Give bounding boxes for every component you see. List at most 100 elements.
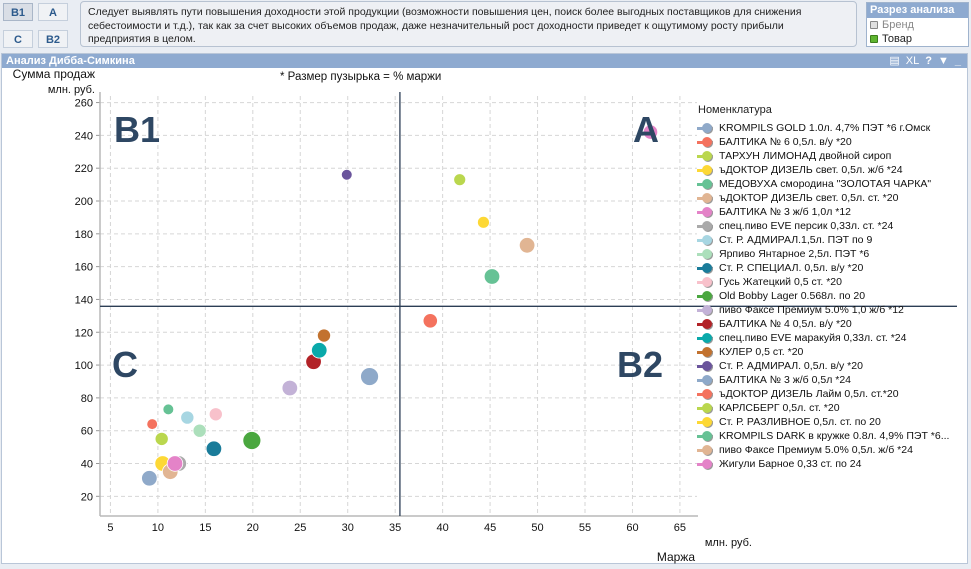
legend-marker-icon	[697, 193, 713, 203]
data-point[interactable]: Ст. Р. АДМИРАЛ. 0,5л. в/у *20	[340, 168, 353, 181]
legend-item[interactable]: БАЛТИКА № 3 ж/б 1,0л *12	[697, 205, 949, 219]
legend-item[interactable]: БАЛТИКА № 3 ж/б 0,5л *24	[697, 373, 949, 387]
export-excel-button[interactable]: XL	[905, 55, 920, 67]
data-point[interactable]: Жигули Барное 0,33 ст. по 24	[166, 455, 184, 472]
legend-item[interactable]: БАЛТИКА № 6 0,5л. в/у *20	[697, 135, 949, 149]
legend-label: Гусь Жатецкий 0,5 ст. *20	[719, 276, 842, 288]
y-tick-label: 80	[81, 393, 93, 405]
data-point[interactable]: Гусь Жатецкий 0,5 ст. *20	[208, 407, 223, 422]
legend-label: БАЛТИКА № 3 ж/б 0,5л *24	[719, 374, 851, 386]
checkbox-icon	[870, 21, 878, 29]
tick-labels: 5 10 15 20 25 30 35 40 45 50 55 60 65 20 40 60 80 100 120 1…	[75, 98, 686, 534]
legend-marker-icon	[697, 459, 713, 469]
legend-marker-icon	[697, 347, 713, 357]
menu-dropdown-icon[interactable]: ▼	[937, 55, 949, 67]
legend-item[interactable]: Жигули Барное 0,33 ст. по 24	[697, 457, 949, 471]
legend: KROMPILS GOLD 1.0л. 4,7% ПЭТ *6 г.Омск БА…	[697, 121, 949, 471]
axes	[96, 92, 698, 517]
legend-item[interactable]: пиво Факсе Премиум 5.0% 1,0 ж/б *12	[697, 303, 949, 317]
legend-item[interactable]: Гусь Жатецкий 0,5 ст. *20	[697, 275, 949, 289]
y-tick-label: 40	[81, 459, 93, 471]
legend-item[interactable]: спец.пиво EVE маракуйя 0,33л. ст. *24	[697, 331, 949, 345]
data-point[interactable]: КУЛЕР 0,5 ст. *20	[316, 328, 331, 343]
data-point[interactable]: пиво Факсе Премиум 5.0% 1,0 ж/б *12	[281, 379, 299, 397]
quadrant-b1-button[interactable]: B1	[3, 3, 33, 21]
quadrant-b2-button[interactable]: B2	[38, 30, 68, 48]
x-tick-label: 15	[199, 522, 211, 534]
legend-item[interactable]: KROMPILS DARK в кружке 0.8л. 4,9% ПЭТ *6…	[697, 429, 949, 443]
data-point[interactable]: ТАРХУН ЛИМОНАД двойной сироп	[453, 173, 467, 187]
legend-label: KROMPILS GOLD 1.0л. 4,7% ПЭТ *6 г.Омск	[719, 122, 931, 134]
legend-item[interactable]: БАЛТИКА № 4 0,5л. в/у *20	[697, 317, 949, 331]
legend-item[interactable]: Ярпиво Янтарное 2,5л. ПЭТ *6	[697, 247, 949, 261]
legend-label: БАЛТИКА № 6 0,5л. в/у *20	[719, 136, 852, 148]
data-point[interactable]: спец.пиво EVE маракуйя 0,33л. ст. *24	[311, 342, 328, 359]
legend-item[interactable]: ъДОКТОР ДИЗЕЛЬ свет. 0,5л. ж/б *24	[697, 163, 949, 177]
data-point[interactable]: ъДОКТОР ДИЗЕЛЬ свет. 0,5л. ж/б *24	[477, 215, 490, 229]
slice-option-brand[interactable]: Бренд	[867, 18, 968, 32]
slice-option-label: Товар	[882, 33, 912, 45]
legend-label: спец.пиво EVE маракуйя 0,33л. ст. *24	[719, 332, 907, 344]
legend-label: Ст. Р. АДМИРАЛ.1,5л. ПЭТ по 9	[719, 234, 873, 246]
legend-marker-icon	[697, 235, 713, 245]
legend-title: Номенклатура	[698, 104, 772, 116]
legend-item[interactable]: МЕДОВУХА смородина "ЗОЛОТАЯ ЧАРКА"	[697, 177, 949, 191]
legend-label: КАРЛСБЕРГ 0,5л. ст. *20	[719, 402, 840, 414]
legend-item[interactable]: ъДОКТОР ДИЗЕЛЬ Лайм 0,5л. ст.*20	[697, 387, 949, 401]
y-axis-label: Сумма продаж	[13, 67, 95, 81]
data-point[interactable]: БАЛТИКА № 3 ж/б 0,5л *24	[360, 367, 379, 386]
quadrant-c-button[interactable]: C	[3, 30, 33, 48]
legend-label: спец.пиво EVE персик 0,33л. ст. *24	[719, 220, 894, 232]
legend-label: ъДОКТОР ДИЗЕЛЬ Лайм 0,5л. ст.*20	[719, 388, 899, 400]
x-tick-label: 35	[389, 522, 401, 534]
legend-item[interactable]: КАРЛСБЕРГ 0,5л. ст. *20	[697, 401, 949, 415]
quadrant-label-b2: B2	[617, 344, 663, 385]
data-point[interactable]: КАРЛСБЕРГ 0,5л. ст. *20	[154, 431, 169, 446]
legend-item[interactable]: Ст. Р. СПЕЦИАЛ. 0,5л. в/у *20	[697, 261, 949, 275]
legend-marker-icon	[697, 263, 713, 273]
data-point[interactable]: Ст. Р. СПЕЦИАЛ. 0,5л. в/у *20	[205, 440, 223, 457]
print-icon[interactable]: ▤	[889, 55, 900, 67]
y-tick-label: 160	[75, 262, 93, 274]
legend-marker-icon	[697, 417, 713, 427]
legend-marker-icon	[697, 389, 713, 399]
data-point[interactable]: ъДОКТОР ДИЗЕЛЬ свет. 0,5л. ст. *20	[518, 237, 536, 254]
legend-item[interactable]: ТАРХУН ЛИМОНАД двойной сироп	[697, 149, 949, 163]
x-tick-label: 40	[437, 522, 449, 534]
legend-label: Old Bobby Lager 0.568л. по 20	[719, 290, 866, 302]
legend-item[interactable]: Ст. Р. АДМИРАЛ.1,5л. ПЭТ по 9	[697, 233, 949, 247]
legend-item[interactable]: KROMPILS GOLD 1.0л. 4,7% ПЭТ *6 г.Омск	[697, 121, 949, 135]
legend-item[interactable]: ъДОКТОР ДИЗЕЛЬ свет. 0,5л. ст. *20	[697, 191, 949, 205]
analysis-slice-title: Разрез анализа	[867, 3, 968, 18]
data-point[interactable]: МЕДОВУХА смородина "ЗОЛОТАЯ ЧАРКА"	[483, 268, 501, 285]
x-tick-label: 55	[579, 522, 591, 534]
data-point[interactable]: KROMPILS DARK в кружке 0.8л. 4,9% ПЭТ *6…	[162, 403, 175, 416]
x-axis-unit: млн. руб.	[705, 537, 752, 549]
legend-marker-icon	[697, 179, 713, 189]
legend-label: Ярпиво Янтарное 2,5л. ПЭТ *6	[719, 248, 870, 260]
legend-item[interactable]: Ст. Р. АДМИРАЛ. 0,5л. в/у *20	[697, 359, 949, 373]
data-point[interactable]: БАЛТИКА № 6 0,5л. в/у *20	[422, 313, 438, 329]
legend-item[interactable]: Old Bobby Lager 0.568л. по 20	[697, 289, 949, 303]
legend-marker-icon	[697, 123, 713, 133]
legend-item[interactable]: пиво Факсе Премиум 5.0% 0,5л. ж/б *24	[697, 443, 949, 457]
legend-marker-icon	[697, 165, 713, 175]
legend-item[interactable]: спец.пиво EVE персик 0,33л. ст. *24	[697, 219, 949, 233]
y-tick-label: 20	[81, 491, 93, 503]
data-point[interactable]: ъДОКТОР ДИЗЕЛЬ Лайм 0,5л. ст.*20	[146, 418, 159, 430]
quadrant-a-button[interactable]: A	[38, 3, 68, 21]
legend-marker-icon	[697, 319, 713, 329]
slice-option-product[interactable]: Товар	[867, 32, 968, 46]
minimize-icon[interactable]: _	[954, 55, 961, 67]
help-icon[interactable]: ?	[925, 55, 932, 67]
data-point[interactable]: Ст. Р. АДМИРАЛ.1,5л. ПЭТ по 9	[180, 410, 195, 425]
data-point[interactable]: Old Bobby Lager 0.568л. по 20	[242, 431, 262, 450]
legend-label: пиво Факсе Премиум 5.0% 0,5л. ж/б *24	[719, 444, 913, 456]
data-point[interactable]: БАЛТИКА № 3 ж/б 1,0л *12	[642, 124, 659, 140]
data-point[interactable]: KROMPILS GOLD 1.0л. 4,7% ПЭТ *6 г.Омск	[141, 470, 158, 487]
legend-item[interactable]: Ст. Р. РАЗЛИВНОЕ 0,5л. ст. по 20	[697, 415, 949, 429]
y-tick-label: 240	[75, 130, 93, 142]
legend-item[interactable]: КУЛЕР 0,5 ст. *20	[697, 345, 949, 359]
data-point[interactable]: Ярпиво Янтарное 2,5л. ПЭТ *6	[192, 423, 207, 438]
legend-marker-icon	[697, 403, 713, 413]
